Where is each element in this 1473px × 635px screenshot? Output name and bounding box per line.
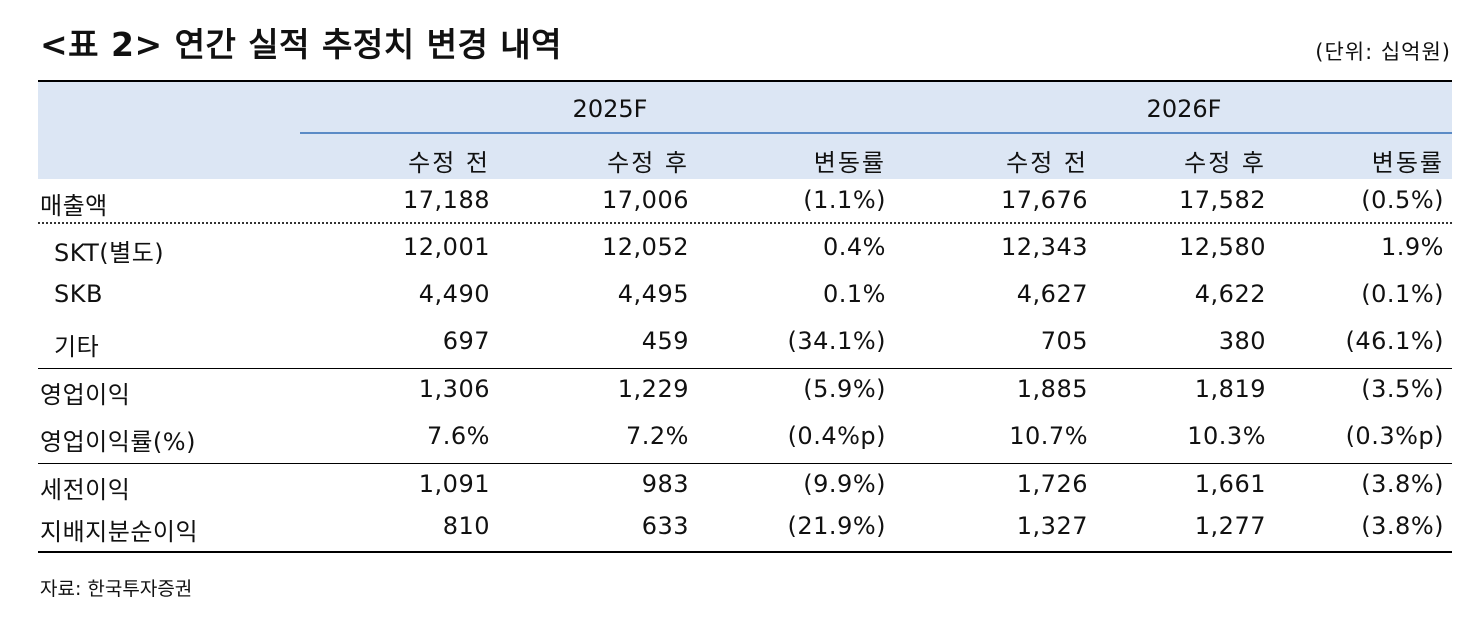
cell-value: 705	[1040, 327, 1088, 355]
row-label: 영업이익	[40, 381, 131, 409]
cell-value: (0.1%)	[1361, 280, 1444, 308]
cell-value: (0.3%p)	[1345, 422, 1444, 450]
cell-value: 17,676	[1001, 186, 1088, 214]
cell-value: 10.3%	[1187, 422, 1266, 450]
cell-value: 17,188	[403, 186, 490, 214]
top-rule	[38, 80, 1452, 82]
source-note: 자료: 한국투자증권	[40, 578, 193, 600]
cell-value: 1,327	[1016, 512, 1088, 540]
cell-value: 0.1%	[823, 280, 886, 308]
cell-value: 4,495	[617, 280, 689, 308]
col-header-2025-before: 수정 전	[408, 149, 490, 177]
cell-value: 17,006	[602, 186, 689, 214]
cell-value: 810	[442, 512, 490, 540]
group-header-2025f: 2025F	[572, 95, 648, 123]
cell-value: 12,580	[1179, 233, 1266, 261]
cell-value: 12,001	[403, 233, 490, 261]
table-row-revenue: 매출액 17,188 17,006 (1.1%) 17,676 17,582 (…	[38, 179, 1452, 225]
cell-value: (3.8%)	[1361, 470, 1444, 498]
cell-value: 1,229	[617, 375, 689, 403]
cell-value: 0.4%	[823, 233, 886, 261]
cell-value: (9.9%)	[803, 470, 886, 498]
cell-value: 697	[442, 327, 490, 355]
col-header-2025-change: 변동률	[813, 149, 886, 177]
col-header-2025-after: 수정 후	[607, 149, 689, 177]
col-header-2026-after: 수정 후	[1184, 149, 1266, 177]
cell-value: (34.1%)	[787, 327, 886, 355]
cell-value: 10.7%	[1009, 422, 1088, 450]
cell-value: 17,582	[1179, 186, 1266, 214]
cell-value: (3.5%)	[1361, 375, 1444, 403]
cell-value: 1,819	[1194, 375, 1266, 403]
cell-value: 7.2%	[626, 422, 689, 450]
dotted-divider	[38, 222, 1452, 224]
col-header-2026-change: 변동률	[1371, 149, 1444, 177]
table-row-net-income: 지배지분순이익 810 633 (21.9%) 1,327 1,277 (3.8…	[38, 505, 1452, 551]
cell-value: 1,091	[418, 470, 490, 498]
bottom-rule	[38, 551, 1452, 553]
table-row-operating-profit: 영업이익 1,306 1,229 (5.9%) 1,885 1,819 (3.5…	[38, 368, 1452, 414]
cell-value: 633	[641, 512, 689, 540]
cell-value: 1,661	[1194, 470, 1266, 498]
cell-value: 4,490	[418, 280, 490, 308]
row-label: 기타	[54, 333, 100, 361]
cell-value: 1,726	[1016, 470, 1088, 498]
table-row-operating-margin: 영업이익률(%) 7.6% 7.2% (0.4%p) 10.7% 10.3% (…	[38, 415, 1452, 461]
cell-value: (0.5%)	[1361, 186, 1444, 214]
cell-value: (1.1%)	[803, 186, 886, 214]
cell-value: 4,622	[1194, 280, 1266, 308]
cell-value: (21.9%)	[787, 512, 886, 540]
cell-value: 4,627	[1016, 280, 1088, 308]
cell-value: 1,277	[1194, 512, 1266, 540]
table-row-skt: SKT(별도) 12,001 12,052 0.4% 12,343 12,580…	[38, 226, 1452, 272]
section-divider	[38, 463, 1452, 464]
group-rule-2025f	[300, 132, 920, 134]
row-label: SKT(별도)	[54, 239, 165, 267]
cell-value: 983	[641, 470, 689, 498]
cell-value: (0.4%p)	[787, 422, 886, 450]
row-label: 영업이익률(%)	[40, 428, 196, 456]
earnings-revision-table: 2025F 2026F 수정 전 수정 후 변동률 수정 전 수정 후 변동률 …	[38, 80, 1452, 554]
col-header-2026-before: 수정 전	[1006, 149, 1088, 177]
section-divider	[38, 368, 1452, 369]
cell-value: (3.8%)	[1361, 512, 1444, 540]
unit-label: (단위: 십억원)	[1315, 40, 1451, 64]
cell-value: 12,052	[602, 233, 689, 261]
cell-value: 1.9%	[1381, 233, 1444, 261]
row-label: 세전이익	[40, 476, 131, 504]
table-header: 2025F 2026F 수정 전 수정 후 변동률 수정 전 수정 후 변동률	[38, 82, 1452, 179]
cell-value: 12,343	[1001, 233, 1088, 261]
group-rule-2026f	[916, 132, 1452, 134]
row-label: 지배지분순이익	[40, 518, 199, 546]
row-label: SKB	[54, 280, 103, 308]
cell-value: 1,885	[1016, 375, 1088, 403]
cell-value: 459	[641, 327, 689, 355]
table-row-other: 기타 697 459 (34.1%) 705 380 (46.1%)	[38, 320, 1452, 366]
table-title: <표 2> 연간 실적 추정치 변경 내역	[40, 25, 563, 64]
cell-value: 7.6%	[427, 422, 490, 450]
group-header-2026f: 2026F	[1146, 95, 1222, 123]
row-label: 매출액	[40, 192, 108, 220]
cell-value: (5.9%)	[803, 375, 886, 403]
table-row-skb: SKB 4,490 4,495 0.1% 4,627 4,622 (0.1%)	[38, 273, 1452, 319]
table-row-pretax-income: 세전이익 1,091 983 (9.9%) 1,726 1,661 (3.8%)	[38, 463, 1452, 509]
cell-value: 1,306	[418, 375, 490, 403]
cell-value: 380	[1218, 327, 1266, 355]
cell-value: (46.1%)	[1345, 327, 1444, 355]
